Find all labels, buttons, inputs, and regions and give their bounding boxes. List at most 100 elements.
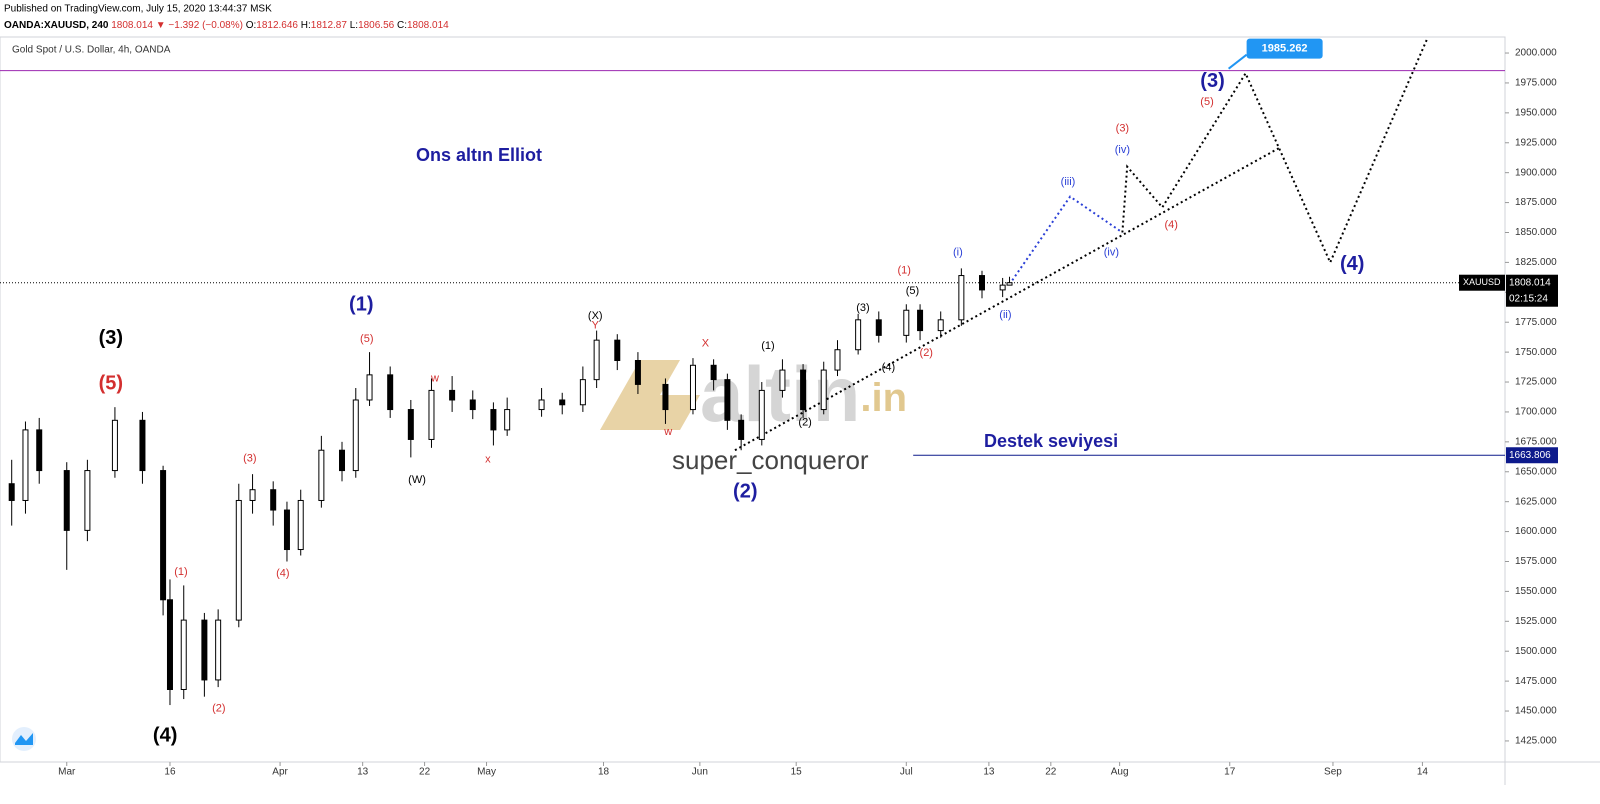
ohlc-value: 1806.56 xyxy=(358,20,395,31)
y-tick-label: 1925.000 xyxy=(1515,137,1557,148)
wave-label: (5) xyxy=(1200,96,1213,108)
wave-label: w xyxy=(430,372,439,384)
watermark-part: .in xyxy=(860,376,907,420)
y-tick-label: 1850.000 xyxy=(1515,227,1557,238)
candle-body xyxy=(593,339,600,381)
x-tick-label: 22 xyxy=(1045,767,1057,778)
watermark-logo xyxy=(600,360,700,430)
y-tick-label: 1550.000 xyxy=(1515,586,1557,597)
wave-label: (4) xyxy=(882,362,895,374)
candle-body xyxy=(283,509,290,551)
candle-body xyxy=(428,389,435,440)
candle-body xyxy=(820,369,827,411)
x-tick-label: 22 xyxy=(419,767,431,778)
x-tick-label: Sep xyxy=(1324,767,1342,778)
y-tick-label: 1975.000 xyxy=(1515,78,1557,89)
published: Published on TradingView.com, July 15, 2… xyxy=(4,4,272,15)
wave-label: (4) xyxy=(1165,219,1178,231)
wave-label: (W) xyxy=(408,474,426,486)
candle-body xyxy=(979,275,986,291)
x-tick-label: Aug xyxy=(1111,767,1129,778)
y-tick-label: 1775.000 xyxy=(1515,317,1557,328)
wave-label: Y xyxy=(592,320,600,332)
wave-label: (5) xyxy=(99,373,123,395)
wave-label: (3) xyxy=(243,453,256,465)
last-price: 1808.014 xyxy=(1509,277,1551,288)
ohlc-key: C: xyxy=(397,20,407,31)
candle-body xyxy=(758,389,765,440)
wave-label: (X) xyxy=(588,310,603,322)
last-price-name-box xyxy=(1459,274,1505,291)
candle-body xyxy=(834,349,841,371)
candle-body xyxy=(84,470,91,531)
wave-label: (3) xyxy=(1116,122,1129,134)
candle-body xyxy=(1006,282,1013,286)
candle-body xyxy=(139,419,146,472)
wave-label: (3) xyxy=(856,302,869,314)
candle-body xyxy=(469,399,476,411)
y-tick-label: 1675.000 xyxy=(1515,436,1557,447)
ohlc-value: 1812.87 xyxy=(311,20,348,31)
candle-body xyxy=(999,284,1006,291)
candle-body xyxy=(297,499,304,551)
ohlc-key: H: xyxy=(301,20,311,31)
y-tick-label: 1900.000 xyxy=(1515,167,1557,178)
wave-label: (iv) xyxy=(1104,247,1119,259)
wave-label: (1) xyxy=(898,265,911,277)
wave-label: (1) xyxy=(349,294,373,316)
x-tick-label: 17 xyxy=(1224,767,1236,778)
legend-title: Gold Spot / U.S. Dollar, 4h, OANDA xyxy=(12,45,171,56)
wave-label: (4) xyxy=(276,567,289,579)
candle-body xyxy=(366,374,373,401)
x-tick-label: 18 xyxy=(598,767,610,778)
candle-body xyxy=(490,409,497,431)
wave-label: (iii) xyxy=(1061,176,1076,188)
x-tick-label: Mar xyxy=(58,767,76,778)
support-price-box xyxy=(1506,447,1558,464)
candle-body xyxy=(689,364,696,411)
candle-body xyxy=(387,374,394,411)
wave-label: (4) xyxy=(153,724,177,746)
candle-body xyxy=(855,319,862,351)
x-tick-label: May xyxy=(477,767,496,778)
wave-label: (1) xyxy=(761,340,774,352)
x-tick-label: Apr xyxy=(272,767,288,778)
candle-body xyxy=(579,379,586,406)
resistance-label-box xyxy=(1246,38,1323,59)
y-tick-label: 1425.000 xyxy=(1515,736,1557,747)
projection-line xyxy=(734,146,1281,452)
y-tick-label: 1450.000 xyxy=(1515,706,1557,717)
ohlc-value: 1812.646 xyxy=(256,20,298,31)
tradingview-logo xyxy=(12,727,36,751)
title-note: Ons altın Elliot xyxy=(416,145,542,165)
candle-body xyxy=(160,470,167,601)
countdown: 02:15:24 xyxy=(1509,293,1548,304)
candle-body xyxy=(634,359,641,385)
candle-body xyxy=(559,399,566,406)
wave-label: (3) xyxy=(99,327,123,349)
change: ▼ −1.392 (−0.08%) xyxy=(156,20,243,31)
candle-body xyxy=(407,409,414,440)
candle-body xyxy=(249,489,256,501)
y-tick-label: 1600.000 xyxy=(1515,526,1557,537)
x-tick-label: 16 xyxy=(164,767,176,778)
y-tick-label: 1525.000 xyxy=(1515,616,1557,627)
ohlc-key: L: xyxy=(350,20,358,31)
wave-label: (1) xyxy=(174,566,187,578)
resistance-callout xyxy=(1228,53,1248,70)
last-price-name: XAUUSD xyxy=(1463,277,1501,287)
author: super_conqueror xyxy=(672,445,869,475)
candle-body xyxy=(111,419,118,472)
y-tick-label: 1500.000 xyxy=(1515,646,1557,657)
ohlc-value: 1808.014 xyxy=(407,20,449,31)
y-tick-label: 1725.000 xyxy=(1515,377,1557,388)
candle-body xyxy=(63,470,70,531)
x-tick-label: 14 xyxy=(1417,767,1429,778)
wave-label: X xyxy=(702,338,710,350)
x-tick-label: 15 xyxy=(791,767,803,778)
projection-line xyxy=(1121,38,1429,265)
candle-body xyxy=(724,379,731,421)
y-tick-label: 1625.000 xyxy=(1515,496,1557,507)
